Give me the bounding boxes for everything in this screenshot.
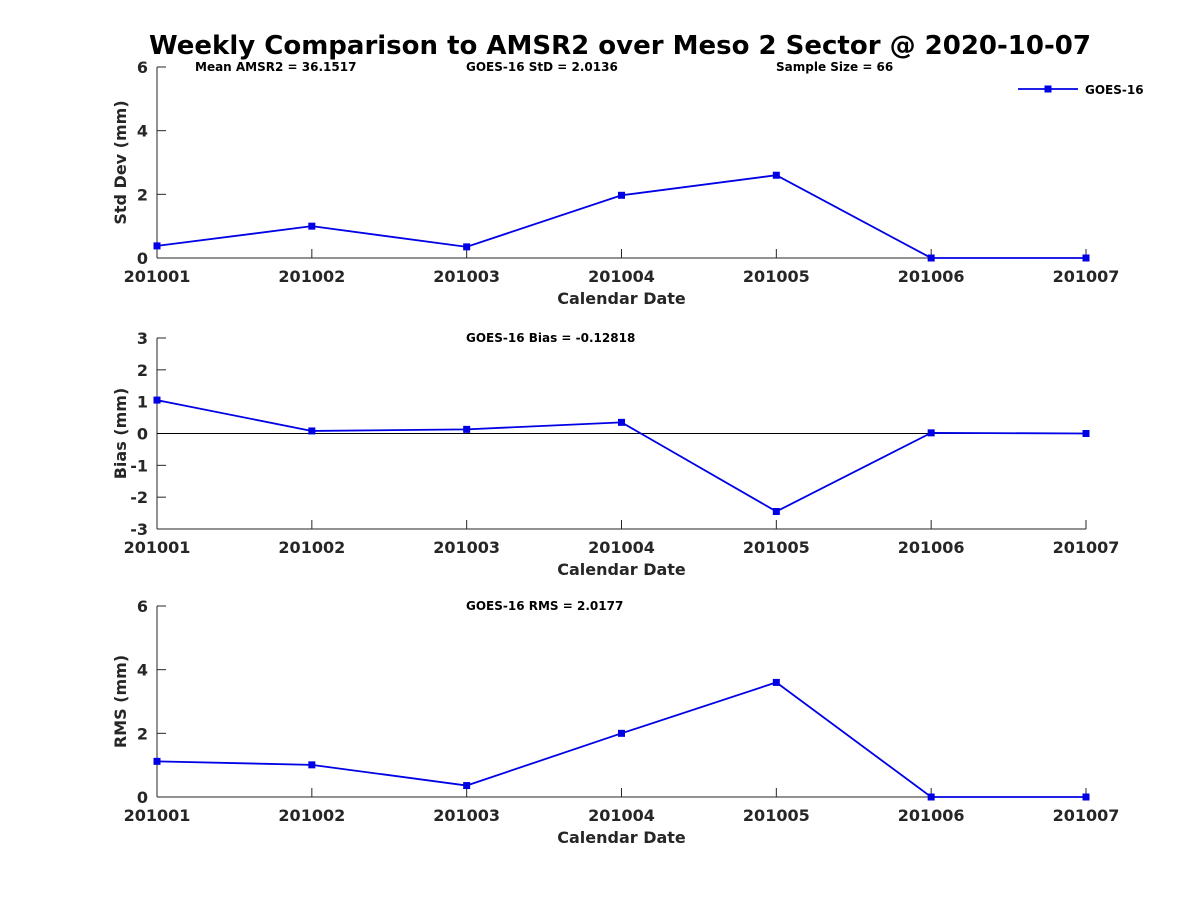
data-point <box>618 729 625 737</box>
data-point <box>463 425 471 433</box>
data-point <box>927 793 935 801</box>
data-point <box>153 242 161 250</box>
x-tick-label: 201005 <box>743 538 810 557</box>
data-point <box>463 243 471 251</box>
y-tick-label: 6 <box>137 597 148 616</box>
x-tick-label: 201006 <box>898 538 965 557</box>
legend: GOES-16 <box>1018 83 1144 97</box>
y-tick-label: 2 <box>137 361 148 380</box>
y-tick-label: 4 <box>137 661 148 680</box>
panel-2: -3 -2 -1 0 1 2 3 201001 201002 201003 201004 201005… <box>111 329 1119 579</box>
data-point <box>1082 430 1090 437</box>
x-tick-label: 201004 <box>588 538 655 557</box>
legend-marker <box>1044 85 1052 93</box>
y-tick-label: -3 <box>130 520 148 539</box>
series-line-goes-16 <box>156 174 1086 259</box>
data-point <box>772 678 780 686</box>
x-tick-label: 201005 <box>743 267 810 286</box>
x-tick-label: 201001 <box>124 806 191 825</box>
x-tick-label: 201003 <box>433 538 500 557</box>
x-axis-label: Calendar Date <box>557 828 686 847</box>
panel-3: 0 2 4 6 201001 201002 201003 201004 201005 201006… <box>111 597 1119 847</box>
y-tick-label: -2 <box>130 488 148 507</box>
x-tick-label: 201002 <box>278 267 345 286</box>
annotation-text: GOES-16 RMS = 2.0177 <box>466 599 623 613</box>
x-tick-label: 201003 <box>433 806 500 825</box>
x-axis-label: Calendar Date <box>557 560 686 579</box>
x-tick-label: 201007 <box>1053 806 1120 825</box>
data-point <box>927 429 935 437</box>
data-point <box>772 507 780 515</box>
annotation-text: GOES-16 Bias = -0.12818 <box>466 331 635 345</box>
x-tick-label: 201004 <box>588 806 655 825</box>
x-tick-label: 201002 <box>278 538 345 557</box>
legend-label: GOES-16 <box>1085 83 1144 97</box>
data-point <box>153 396 161 404</box>
x-tick-label: 201006 <box>898 267 965 286</box>
y-tick-label: -1 <box>130 456 148 475</box>
x-axis-label: Calendar Date <box>557 289 686 308</box>
y-tick-label: 2 <box>137 185 148 204</box>
y-axis-label: Bias (mm) <box>111 388 130 480</box>
data-point <box>1082 793 1090 801</box>
panel-1: 0 2 4 6 201001 201002 201003 201004 201005 201006… <box>111 58 1144 308</box>
y-tick-label: 0 <box>137 249 148 268</box>
x-tick-label: 201006 <box>898 806 965 825</box>
x-tick-label: 201007 <box>1053 538 1120 557</box>
data-point <box>618 418 625 426</box>
y-tick-label: 0 <box>137 425 148 444</box>
x-tick-label: 201005 <box>743 806 810 825</box>
x-tick-label: 201001 <box>124 267 191 286</box>
x-tick-label: 201003 <box>433 267 500 286</box>
chart-title: Weekly Comparison to AMSR2 over Meso 2 S… <box>149 31 1091 61</box>
x-tick-label: 201001 <box>124 538 191 557</box>
y-tick-label: 4 <box>137 122 148 141</box>
y-axis-label: RMS (mm) <box>111 655 130 748</box>
y-tick-label: 2 <box>137 724 148 743</box>
data-point <box>308 761 316 769</box>
y-axis-label: Std Dev (mm) <box>111 100 130 224</box>
data-point <box>1082 254 1090 262</box>
y-tick-label: 0 <box>137 788 148 807</box>
y-tick-label: 6 <box>137 58 148 77</box>
y-tick-label: 1 <box>137 393 148 412</box>
data-point <box>772 171 780 179</box>
x-tick-label: 201007 <box>1053 267 1120 286</box>
annotation-text: Mean AMSR2 = 36.1517 <box>195 60 356 74</box>
data-point <box>618 191 625 199</box>
annotation-text: GOES-16 StD = 2.0136 <box>466 60 618 74</box>
annotation-text: Sample Size = 66 <box>776 60 893 74</box>
data-point <box>308 427 316 435</box>
data-point <box>927 254 935 262</box>
data-point <box>308 222 316 230</box>
series-line-goes-16 <box>156 399 1087 513</box>
x-tick-label: 201002 <box>278 806 345 825</box>
series-line-goes-16 <box>156 681 1086 798</box>
data-point <box>463 782 471 790</box>
data-point <box>153 757 161 765</box>
y-tick-label: 3 <box>137 329 148 348</box>
x-tick-label: 201004 <box>588 267 655 286</box>
